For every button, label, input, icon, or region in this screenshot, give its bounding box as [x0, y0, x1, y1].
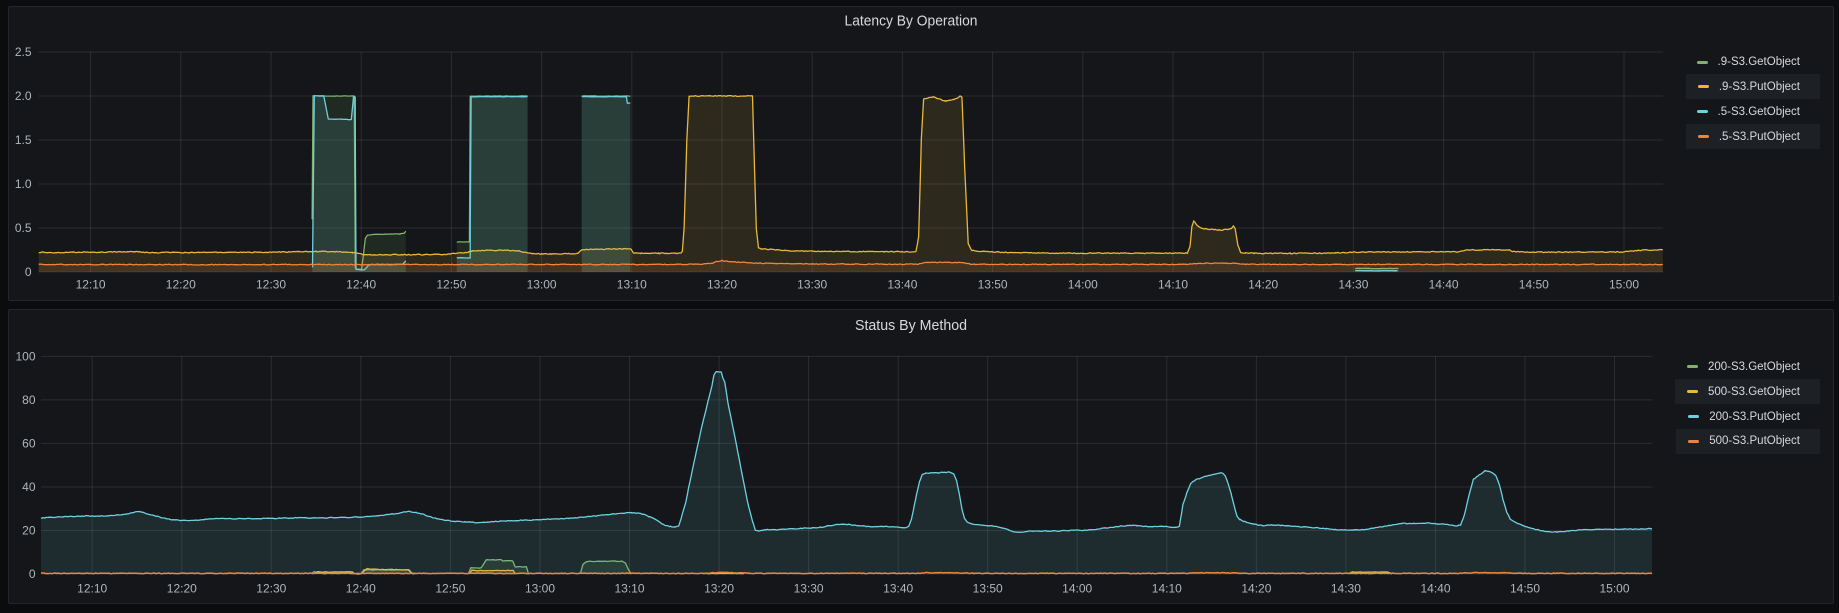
svg-text:1.5: 1.5: [15, 133, 32, 147]
svg-text:15:00: 15:00: [1609, 278, 1639, 292]
svg-text:80: 80: [22, 393, 36, 407]
svg-text:12:30: 12:30: [256, 278, 286, 292]
svg-text:2.5: 2.5: [15, 45, 32, 59]
svg-text:Status By Method: Status By Method: [855, 317, 967, 334]
svg-text:Latency By Operation: Latency By Operation: [845, 13, 978, 30]
svg-text:15:00: 15:00: [1599, 582, 1629, 596]
svg-text:14:50: 14:50: [1510, 582, 1540, 596]
svg-text:12:10: 12:10: [76, 278, 106, 292]
svg-text:40: 40: [22, 480, 36, 494]
svg-text:0: 0: [29, 567, 36, 581]
svg-text:12:50: 12:50: [436, 278, 466, 292]
svg-text:13:50: 13:50: [978, 278, 1008, 292]
svg-text:14:10: 14:10: [1152, 582, 1182, 596]
svg-text:13:40: 13:40: [883, 582, 913, 596]
svg-text:14:00: 14:00: [1068, 278, 1098, 292]
svg-text:60: 60: [22, 437, 36, 451]
svg-text:12:50: 12:50: [435, 582, 465, 596]
svg-text:14:50: 14:50: [1519, 278, 1549, 292]
svg-text:13:50: 13:50: [973, 582, 1003, 596]
svg-text:14:40: 14:40: [1420, 582, 1450, 596]
svg-text:1.0: 1.0: [15, 177, 32, 191]
svg-text:100: 100: [15, 350, 35, 364]
svg-text:0: 0: [25, 265, 32, 279]
svg-text:13:30: 13:30: [797, 278, 827, 292]
svg-text:14:30: 14:30: [1338, 278, 1368, 292]
svg-text:12:40: 12:40: [346, 582, 376, 596]
svg-text:13:30: 13:30: [794, 582, 824, 596]
svg-text:14:20: 14:20: [1241, 582, 1271, 596]
svg-text:14:20: 14:20: [1248, 278, 1278, 292]
svg-text:12:10: 12:10: [77, 582, 107, 596]
svg-text:2.0: 2.0: [15, 89, 32, 103]
svg-text:13:20: 13:20: [707, 278, 737, 292]
svg-text:13:20: 13:20: [704, 582, 734, 596]
svg-text:14:10: 14:10: [1158, 278, 1188, 292]
svg-text:13:00: 13:00: [525, 582, 555, 596]
svg-text:14:30: 14:30: [1331, 582, 1361, 596]
svg-text:13:10: 13:10: [617, 278, 647, 292]
svg-text:14:40: 14:40: [1429, 278, 1459, 292]
svg-text:13:00: 13:00: [527, 278, 557, 292]
svg-text:14:00: 14:00: [1062, 582, 1092, 596]
svg-text:0.5: 0.5: [15, 221, 32, 235]
svg-text:12:30: 12:30: [256, 582, 286, 596]
svg-text:13:10: 13:10: [614, 582, 644, 596]
svg-text:20: 20: [22, 524, 36, 538]
svg-text:12:20: 12:20: [166, 278, 196, 292]
svg-text:12:40: 12:40: [346, 278, 376, 292]
svg-text:13:40: 13:40: [887, 278, 917, 292]
svg-text:12:20: 12:20: [167, 582, 197, 596]
